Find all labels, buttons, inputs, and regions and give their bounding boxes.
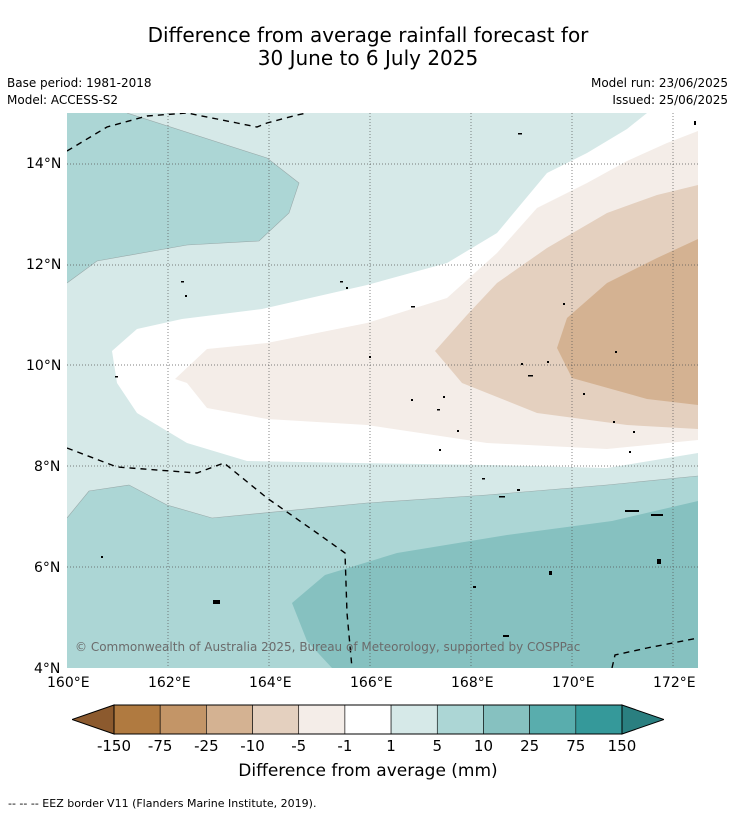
eez-footnote: -- -- -- EEZ border V11 (Flanders Marine…: [8, 797, 317, 810]
map-title-line2: 30 June to 6 July 2025: [257, 46, 479, 70]
lat-label-6n: 6°N: [34, 560, 61, 576]
colorbar-title: Difference from average (mm): [238, 761, 498, 781]
rainfall-map: © Commonwealth of Australia 2025, Bureau…: [67, 113, 698, 668]
colorbar-swatch: [390, 704, 438, 735]
colorbar-swatch: [483, 704, 530, 735]
eez-border: [67, 113, 698, 668]
colorbar-tick-label: -5: [291, 737, 307, 755]
map-canvas: [67, 113, 698, 668]
lat-label-8n: 8°N: [34, 459, 61, 475]
colorbar-swatch: [575, 704, 623, 735]
colorbar: [72, 704, 664, 735]
lat-label-4n: 4°N: [34, 661, 61, 677]
lon-label-170e: 170°E: [552, 675, 595, 691]
colorbar-swatch: [344, 704, 392, 735]
map-title-line1: Difference from average rainfall forecas…: [147, 23, 589, 47]
lon-label-162e: 162°E: [148, 675, 191, 691]
colorbar-swatch: [206, 704, 253, 735]
band-10-to-25: [292, 501, 698, 668]
contour-line: [67, 475, 698, 519]
colorbar-tick-label: 10: [473, 737, 493, 755]
colorbar-tick-label: 150: [607, 737, 637, 755]
graticule: [67, 113, 698, 668]
copyright-notice: © Commonwealth of Australia 2025, Bureau…: [75, 640, 581, 654]
lon-label-168e: 168°E: [451, 675, 494, 691]
lat-label-10n: 10°N: [26, 358, 62, 374]
lon-label-172e: 172°E: [653, 675, 696, 691]
contour-line: [67, 113, 300, 284]
colorbar-swatch: [159, 704, 207, 735]
colorbar-swatch: [529, 704, 577, 735]
colorbar-swatch: [72, 704, 115, 735]
colorbar-tick-label: -10: [240, 737, 265, 755]
lon-label-164e: 164°E: [249, 675, 292, 691]
colorbar-tick-label: -150: [96, 737, 132, 755]
colorbar-swatch: [113, 704, 161, 735]
colorbar-tick-label: -1: [337, 737, 353, 755]
model-name: Model: ACCESS-S2: [7, 93, 119, 107]
band-minus-25-to-minus-10: [557, 239, 698, 405]
lat-label-14n: 14°N: [26, 156, 62, 172]
base-period: Base period: 1981-2018: [7, 76, 152, 90]
colorbar-tick-label: -75: [147, 737, 173, 755]
colorbar-swatch: [252, 704, 300, 735]
colorbar-swatch: [621, 704, 664, 735]
lon-label-160e: 160°E: [47, 675, 90, 691]
issued-date: Issued: 25/06/2025: [612, 93, 728, 107]
model-run: Model run: 23/06/2025: [590, 76, 728, 90]
colorbar-tick-label: 75: [566, 737, 586, 755]
colorbar-tick-label: 1: [386, 737, 396, 755]
lat-label-12n: 12°N: [26, 257, 62, 273]
colorbar-swatch: [436, 704, 484, 735]
islands: [101, 121, 696, 637]
colorbar-tick-label: -25: [194, 737, 219, 755]
colorbar-tick-label: 5: [432, 737, 443, 755]
colorbar-swatch: [298, 704, 346, 735]
colorbar-tick-label: 25: [520, 737, 540, 755]
band-5-to-10-north: [67, 113, 299, 283]
lon-label-166e: 166°E: [350, 675, 393, 691]
